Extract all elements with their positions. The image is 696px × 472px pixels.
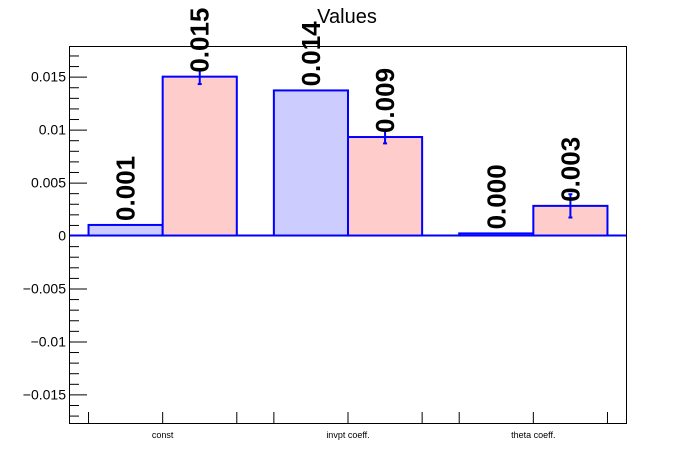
- y-tick-label: 0.01: [39, 122, 66, 138]
- y-tick-label: −0.005: [23, 280, 66, 296]
- bar-labels: 0.001 0.015 0.014 0.009 0.000 0.003: [111, 8, 586, 230]
- x-category-label: invpt coeff.: [326, 430, 369, 440]
- chart-title: Values: [317, 6, 377, 28]
- y-tick-label: −0.01: [31, 333, 67, 349]
- bar-value-label: 0.009: [370, 68, 400, 133]
- bar-value-label: 0.001: [111, 156, 141, 221]
- plot-frame: [69, 46, 627, 424]
- y-tick-label: 0.015: [31, 69, 66, 85]
- bars: [87, 68, 609, 237]
- y-tick-label: −0.015: [23, 386, 66, 402]
- bar-value-label: 0.000: [481, 164, 511, 229]
- y-tick-label: 0: [58, 228, 66, 244]
- x-category-label: const: [152, 430, 174, 440]
- bar: [161, 75, 238, 237]
- bar-value-label: 0.015: [185, 8, 215, 73]
- bar: [87, 223, 164, 237]
- bar: [272, 89, 349, 237]
- bar-value-label: 0.014: [296, 21, 326, 87]
- x-axis: const invpt coeff. theta coeff.: [88, 412, 608, 440]
- bar: [347, 136, 424, 237]
- x-category-label: theta coeff.: [511, 430, 555, 440]
- bar-value-label: 0.003: [555, 137, 585, 202]
- y-tick-label: 0.005: [31, 175, 66, 191]
- bar: [458, 232, 535, 237]
